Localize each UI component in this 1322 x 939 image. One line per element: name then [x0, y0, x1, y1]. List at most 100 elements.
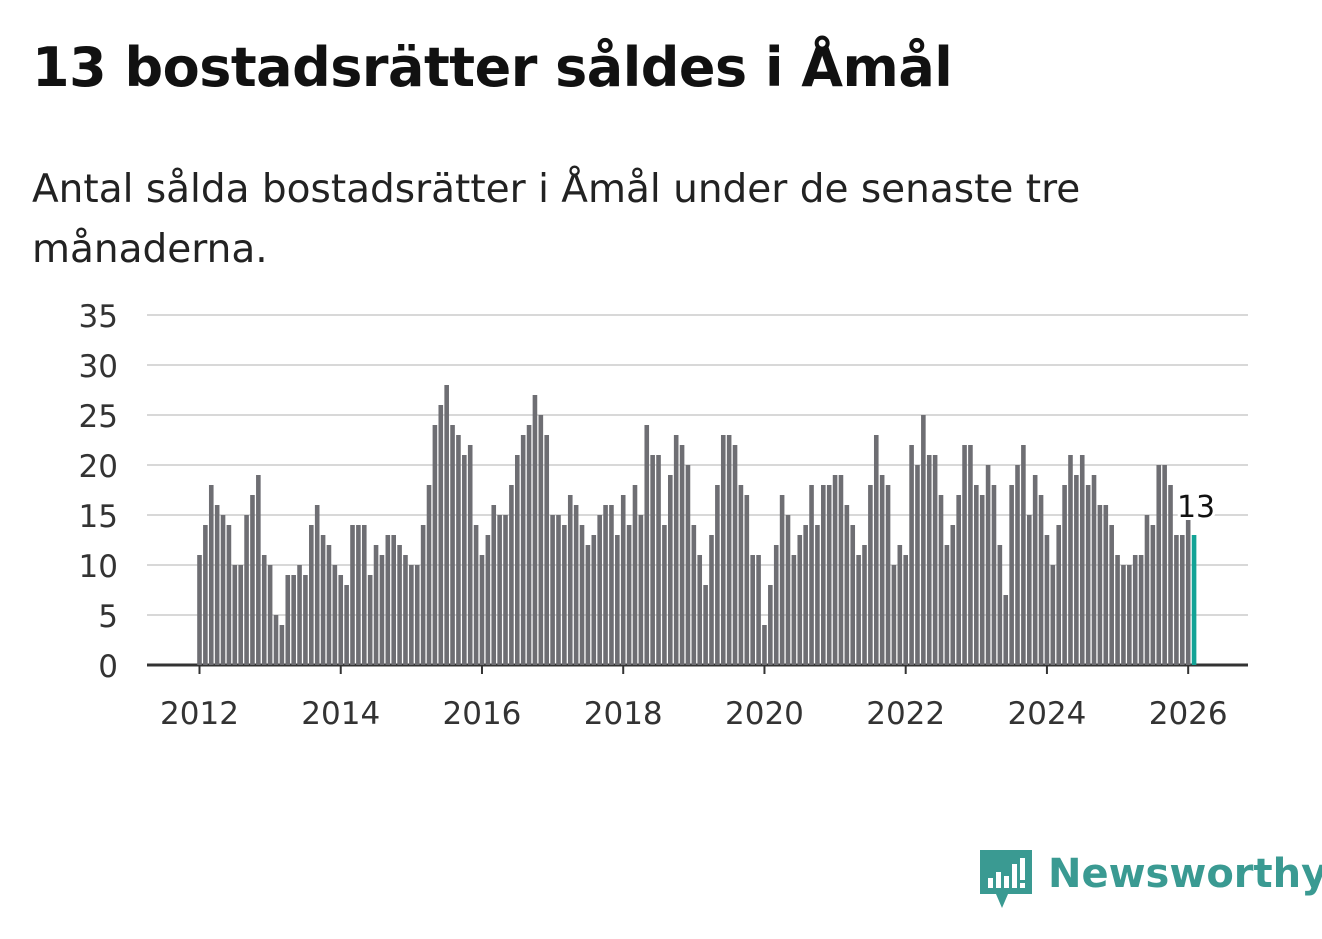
y-tick-label: 30 [79, 349, 118, 385]
bar [214, 505, 220, 665]
bar [244, 515, 249, 665]
bar [426, 485, 432, 665]
bar [1044, 535, 1050, 665]
bar [938, 495, 944, 665]
bar [903, 555, 908, 665]
bar [926, 455, 932, 665]
bar [732, 445, 738, 665]
bar [197, 555, 202, 665]
bar [585, 545, 591, 665]
bar [809, 485, 814, 665]
latest-value-label: 13 [1177, 490, 1215, 525]
bar [314, 505, 320, 665]
bar [1003, 595, 1009, 665]
bar [279, 625, 285, 665]
bar [1121, 565, 1126, 665]
bar [868, 485, 873, 665]
bar [668, 475, 673, 665]
bar [367, 575, 373, 665]
bar [267, 565, 273, 665]
bar [1103, 505, 1109, 665]
y-tick-label: 15 [79, 499, 118, 535]
newsworthy-logo[interactable]: Newsworthy [980, 848, 1322, 912]
bar [514, 455, 520, 665]
bar [485, 535, 491, 665]
bar [1050, 565, 1056, 665]
bar [532, 395, 538, 665]
bar [644, 425, 650, 665]
x-tick-label: 2016 [443, 696, 522, 732]
bar [1015, 465, 1020, 665]
bar [567, 495, 573, 665]
bar [373, 545, 379, 665]
bar [815, 525, 820, 665]
bar [997, 545, 1003, 665]
y-tick-label: 20 [79, 449, 118, 485]
bar [356, 525, 361, 665]
bar [432, 425, 438, 665]
bar [715, 485, 720, 665]
bar [456, 435, 461, 665]
bar [638, 515, 644, 665]
x-tick-label: 2018 [584, 696, 663, 732]
bar [1068, 455, 1073, 665]
bar [1150, 525, 1156, 665]
bar [326, 545, 332, 665]
bar [1021, 445, 1026, 665]
x-tick-label: 2024 [1007, 696, 1086, 732]
bar [1056, 525, 1062, 665]
bar [862, 545, 867, 665]
bar [1179, 535, 1185, 665]
bar [756, 555, 761, 665]
bar [291, 575, 296, 665]
bar [414, 565, 420, 665]
bar [338, 575, 344, 665]
bar [379, 555, 385, 665]
bar [591, 535, 597, 665]
bar [303, 575, 308, 665]
bar [491, 505, 497, 665]
bar [250, 495, 255, 665]
bar [768, 585, 773, 665]
bar [826, 485, 832, 665]
bar [773, 545, 779, 665]
bar [979, 495, 985, 665]
bar [762, 625, 767, 665]
x-tick-label: 2020 [725, 696, 804, 732]
bar [597, 515, 602, 665]
bar [632, 485, 638, 665]
bar [361, 525, 367, 665]
bar [1168, 485, 1173, 665]
bar [509, 485, 514, 665]
bar [285, 575, 291, 665]
bar [791, 555, 797, 665]
bar [656, 455, 661, 665]
x-tick-label: 2026 [1149, 696, 1228, 732]
bar [909, 445, 914, 665]
bar [226, 525, 232, 665]
bar [320, 535, 326, 665]
bar [891, 565, 897, 665]
bar [709, 535, 714, 665]
bar [1009, 485, 1014, 665]
bar [838, 475, 844, 665]
bar [915, 465, 920, 665]
bar [750, 555, 755, 665]
bar [1074, 475, 1079, 665]
chart-subtitle: Antal sålda bostadsrätter i Åmål under d… [32, 167, 1081, 272]
bar [744, 495, 750, 665]
bar [803, 525, 808, 665]
bar [344, 585, 349, 665]
bar [944, 545, 950, 665]
bar [208, 485, 214, 665]
bar [850, 525, 856, 665]
bar [350, 525, 355, 665]
bar [879, 475, 885, 665]
y-tick-label: 0 [98, 649, 118, 685]
bar [1115, 555, 1120, 665]
bar [1127, 565, 1132, 665]
bar [1156, 465, 1162, 665]
bar [385, 535, 391, 665]
y-tick-label: 35 [79, 299, 118, 335]
bar [332, 565, 338, 665]
